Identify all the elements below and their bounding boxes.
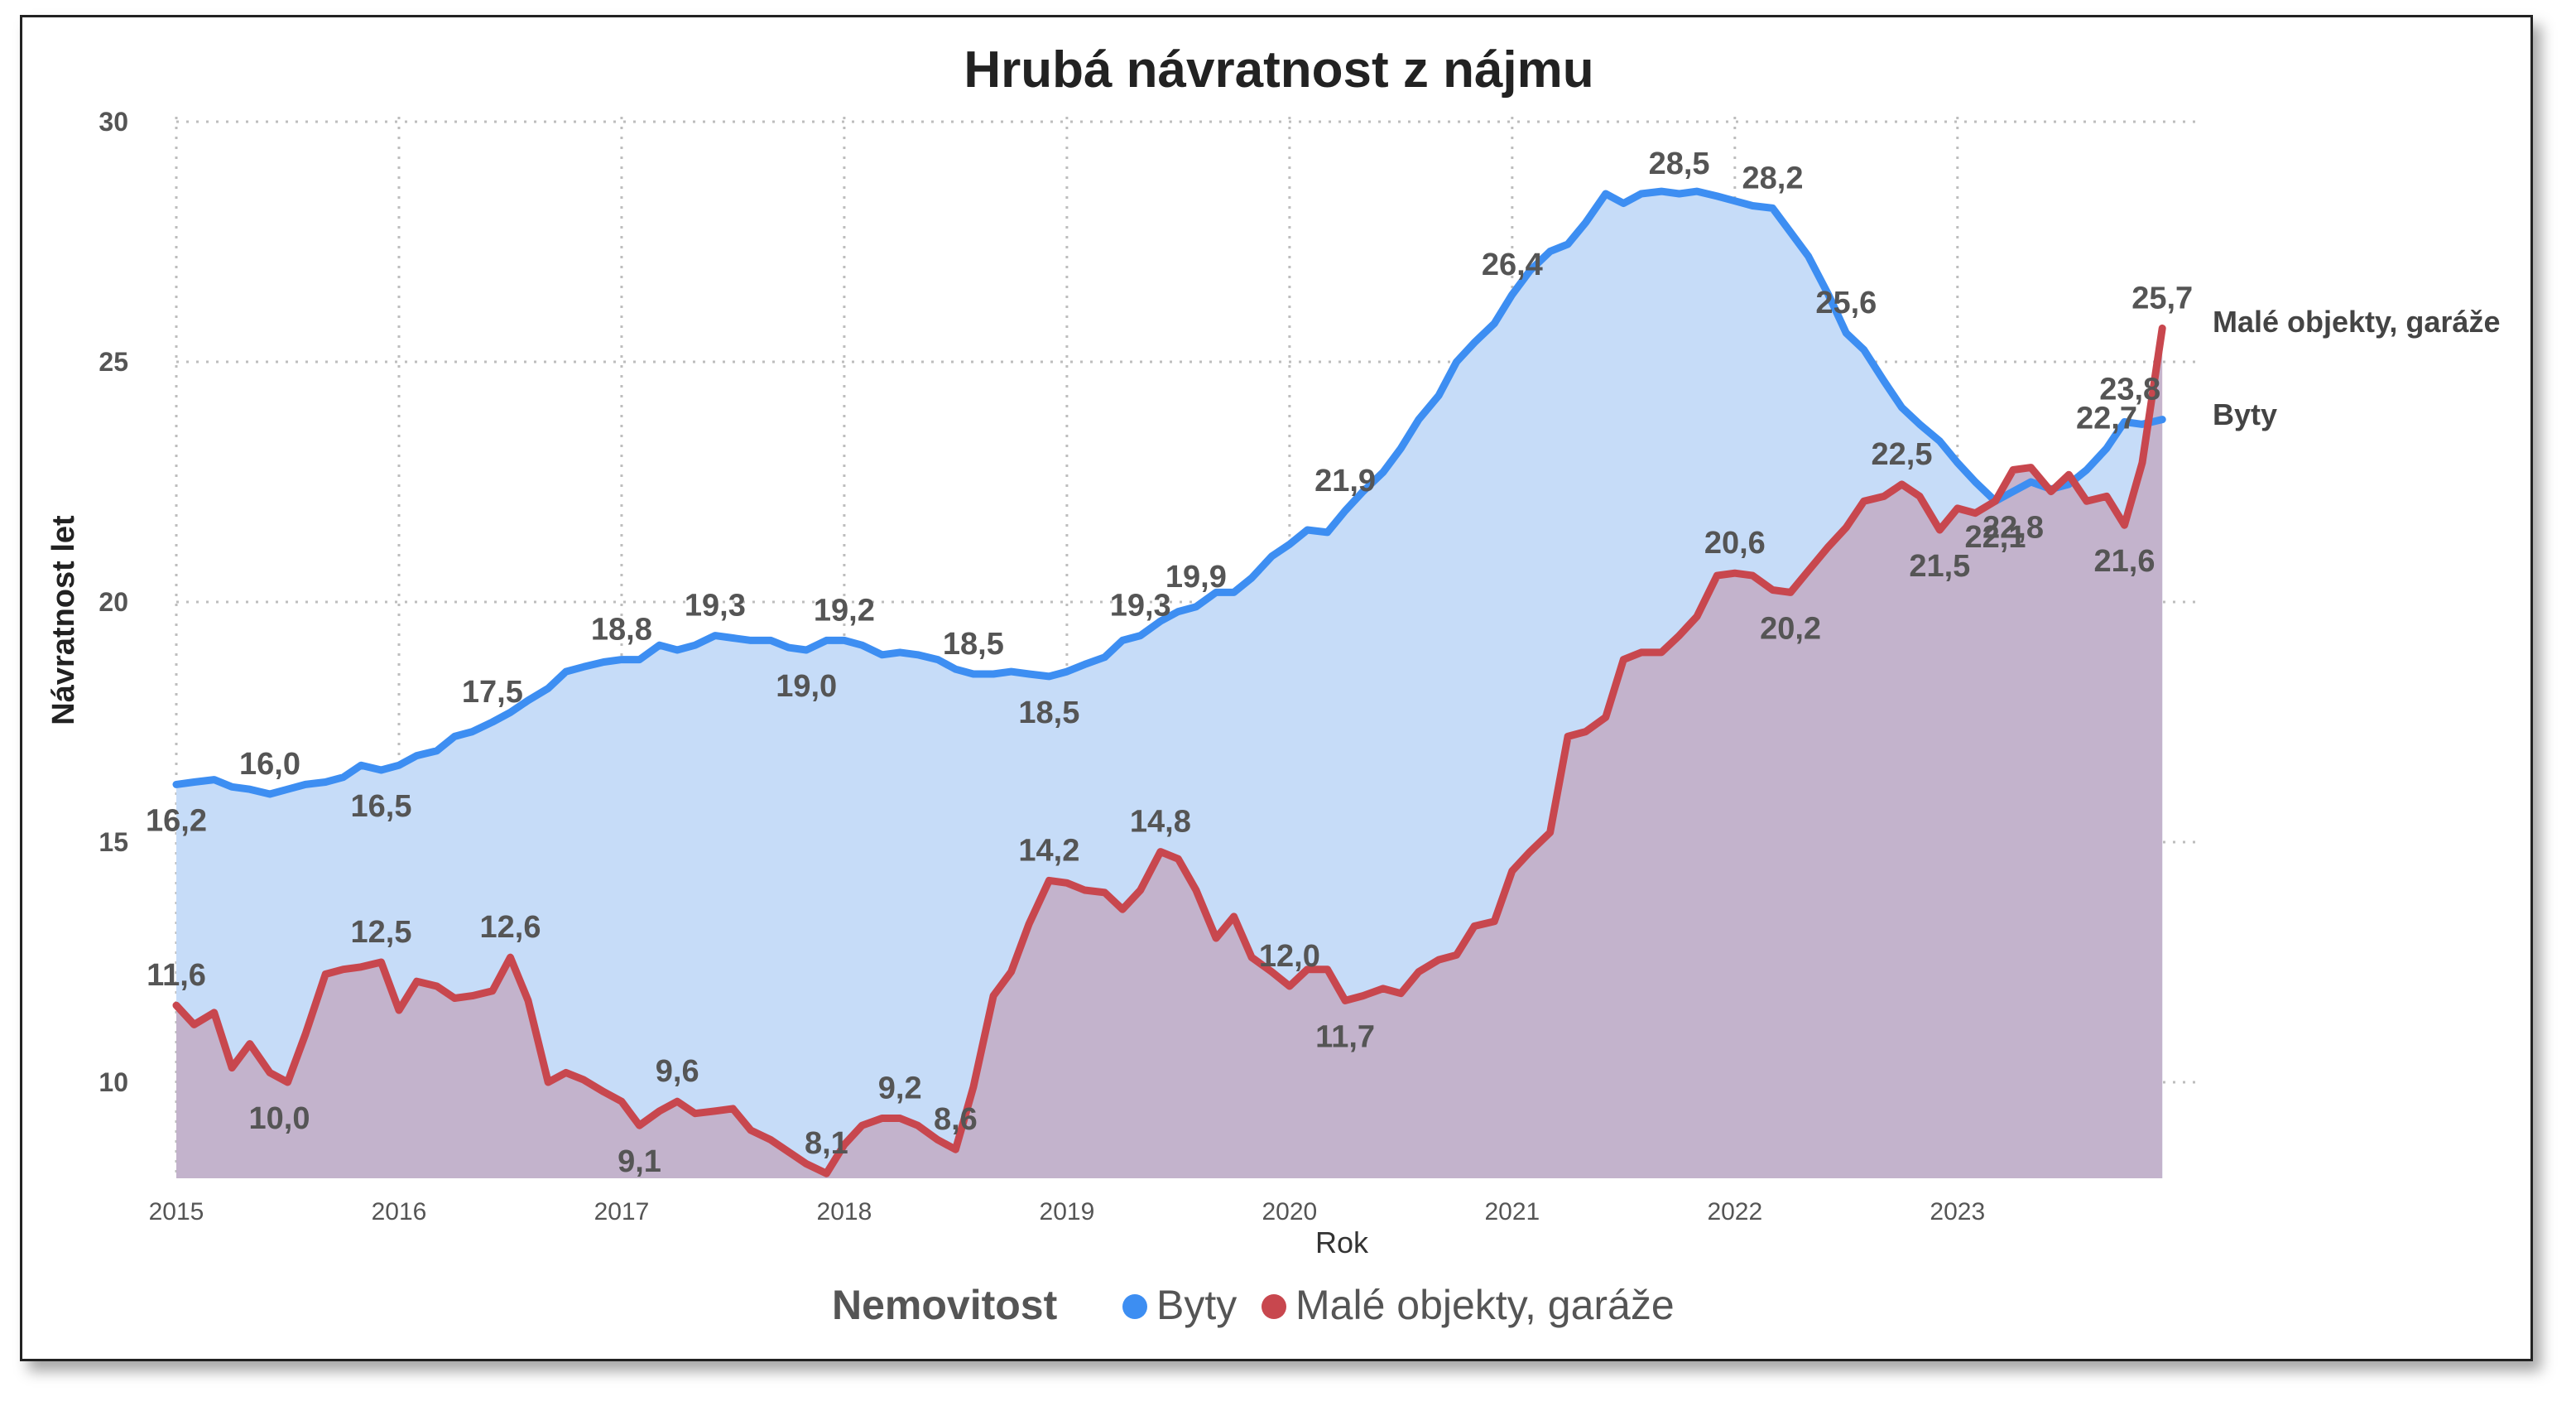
data-label-male: 9,6	[656, 1054, 699, 1089]
data-label-male: 20,2	[1760, 611, 1821, 646]
data-label-male: 22,1	[1965, 520, 2026, 555]
data-label-byty: 19,3	[685, 589, 746, 624]
data-label-byty: 18,8	[591, 613, 652, 648]
data-label-male: 12,5	[351, 915, 412, 950]
data-label-male: 14,2	[1018, 833, 1079, 868]
x-tick-label: 2017	[594, 1198, 650, 1225]
data-label-male: 9,2	[878, 1071, 922, 1106]
data-label-byty: 19,2	[814, 593, 875, 628]
x-tick-label: 2022	[1707, 1198, 1762, 1225]
end-label-byty: Byty	[2213, 397, 2277, 431]
data-label-byty: 18,5	[943, 627, 1004, 662]
legend: Nemovitost Byty Malé objekty, garáže	[832, 1282, 1675, 1328]
data-label-male: 25,7	[2131, 281, 2193, 315]
line-layer	[172, 187, 2166, 1177]
data-label-male: 12,0	[1259, 939, 1320, 974]
data-label-byty: 22,8	[1982, 511, 2044, 546]
data-label-male: 9,1	[618, 1144, 661, 1179]
data-label-byty: 16,0	[239, 747, 300, 782]
data-label-byty: 19,9	[1165, 560, 1227, 595]
legend-marker-male	[1262, 1294, 1286, 1319]
data-label-male: 11,6	[147, 958, 206, 993]
chart-frame: 10 15 20 25 30 2015 2016 2017 2018 2019 2020 2021 20…	[20, 15, 2533, 1361]
legend-marker-byty	[1122, 1294, 1147, 1319]
data-label-male: 21,5	[1909, 549, 1970, 584]
data-label-byty: 16,5	[351, 789, 412, 824]
series-line-byty	[172, 187, 2166, 798]
x-tick-label: 2023	[1930, 1198, 1985, 1225]
data-label-byty: 19,3	[1110, 589, 1171, 624]
area-layer	[176, 191, 2163, 1179]
data-label-male: 14,8	[1130, 805, 1191, 840]
data-label-byty: 18,5	[1018, 696, 1079, 730]
data-label-male: 8,1	[805, 1126, 848, 1161]
x-tick-label: 2021	[1484, 1198, 1540, 1225]
x-tick-label: 2018	[817, 1198, 872, 1225]
tick-layer: 10 15 20 25 30 2015 2016 2017 2018 2019 2020 2021 20…	[99, 107, 1985, 1225]
data-label-byty: 26,4	[1482, 248, 1543, 282]
data-label-byty: 28,2	[1742, 161, 1804, 195]
data-label-male: 21,6	[2094, 544, 2155, 579]
series-line-male	[172, 324, 2166, 1177]
data-label-male: 22,5	[1872, 437, 1933, 472]
x-tick-label: 2015	[149, 1198, 204, 1225]
data-label-byty: 21,9	[1314, 464, 1376, 498]
data-label-byty: 28,5	[1649, 147, 1710, 181]
data-label-byty: 19,0	[776, 669, 837, 704]
y-tick-label: 20	[99, 587, 128, 617]
legend-entry-male: Malé objekty, garáže	[1295, 1282, 1675, 1328]
x-tick-label: 2019	[1040, 1198, 1095, 1225]
y-tick-label: 10	[99, 1067, 128, 1097]
y-tick-label: 15	[99, 827, 128, 857]
data-label-byty: 22,7	[2076, 401, 2137, 436]
data-label-male: 10,0	[249, 1101, 310, 1136]
data-label-male: 20,6	[1704, 526, 1766, 561]
area-male	[176, 328, 2163, 1178]
y-tick-label: 30	[99, 107, 128, 137]
data-label-byty: 17,5	[462, 675, 523, 710]
y-tick-label: 25	[99, 347, 128, 377]
end-label-male: Malé objekty, garáže	[2213, 305, 2500, 339]
x-tick-label: 2020	[1262, 1198, 1317, 1225]
chart-svg: 10 15 20 25 30 2015 2016 2017 2018 2019 2020 2021 20…	[46, 41, 2500, 1328]
label-layer: 16,2 16,0 16,5 17,5 18,8 19,3 19,0 19,2 18,5 18,5…	[146, 147, 2193, 1179]
x-tick-label: 2016	[372, 1198, 427, 1225]
data-label-male: 11,7	[1315, 1019, 1375, 1054]
legend-title: Nemovitost	[832, 1282, 1058, 1328]
data-label-byty: 23,8	[2099, 373, 2160, 407]
data-label-byty: 16,2	[146, 803, 207, 838]
y-axis-title: Návratnost let	[46, 515, 81, 725]
chart-title: Hrubá návratnost z nájmu	[964, 41, 1593, 99]
data-label-male: 8,6	[934, 1102, 978, 1137]
legend-entry-byty: Byty	[1156, 1282, 1237, 1328]
data-label-male: 12,6	[480, 910, 541, 945]
data-label-byty: 25,6	[1815, 286, 1877, 320]
x-axis-title: Rok	[1315, 1225, 1369, 1259]
